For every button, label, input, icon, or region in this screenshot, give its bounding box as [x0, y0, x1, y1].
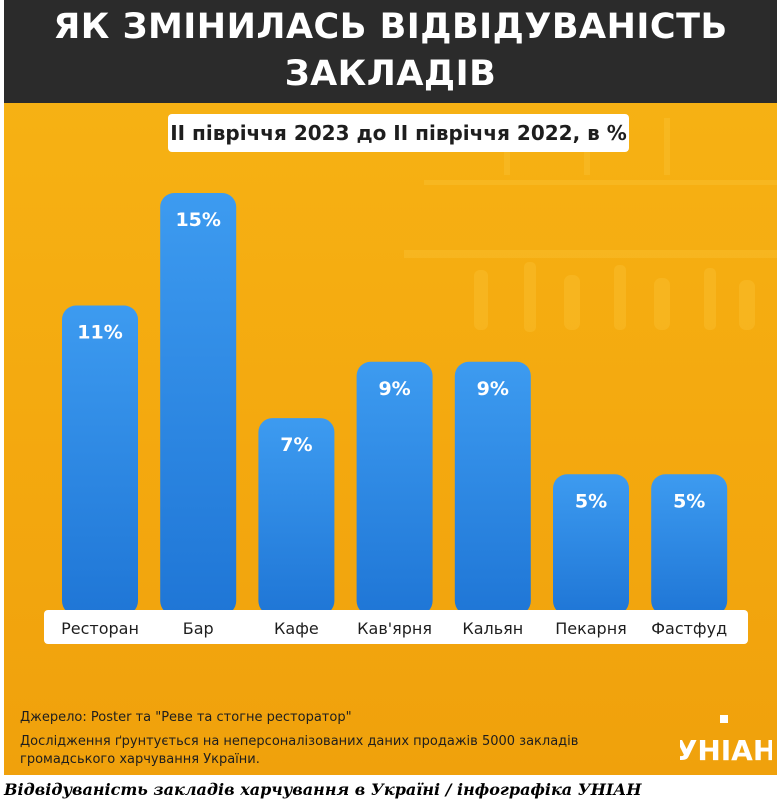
bar-5	[553, 474, 629, 615]
labels-layer: 11% Ресторан 15% Бар 7% Кафе 9% Кав'ярня 9% Калья…	[61, 209, 727, 638]
category-label-4: Кальян	[462, 619, 523, 638]
value-label-0: 11%	[77, 322, 122, 344]
value-label-1: 15%	[175, 209, 220, 231]
bar-1	[160, 193, 237, 615]
category-label-3: Кав'ярня	[357, 619, 432, 638]
bar-4	[454, 361, 531, 615]
category-label-2: Кафе	[274, 619, 319, 638]
source-text: Джерело: Poster та "Реве та стогне ресто…	[20, 710, 352, 725]
category-label-1: Бар	[183, 619, 214, 638]
bar-3	[356, 361, 433, 615]
methodology-note: Дослідження ґрунтується на неперсоналізо…	[20, 734, 579, 767]
title-line-1: ЯК ЗМІНИЛАСЬ ВІДВІДУВАНІСТЬ	[53, 7, 728, 47]
bars-layer	[62, 193, 728, 615]
background-decoration	[404, 118, 777, 332]
value-label-2: 7%	[280, 434, 312, 456]
unian-logo-text: УНІАН	[680, 734, 772, 765]
bar-0	[62, 305, 138, 615]
category-label-0: Ресторан	[61, 619, 139, 638]
value-label-3: 9%	[378, 378, 410, 400]
category-axis-strip	[44, 610, 748, 644]
title-line-2: ЗАКЛАДІВ	[284, 54, 497, 94]
value-label-6: 5%	[673, 490, 705, 512]
bar-chart: 11% Ресторан 15% Бар 7% Кафе 9% Кав'ярня 9% Калья…	[44, 193, 748, 644]
value-label-5: 5%	[575, 490, 607, 512]
bar-2	[258, 418, 335, 615]
infographic: ЯК ЗМІНИЛАСЬ ВІДВІДУВАНІСТЬ ЗАКЛАДІВ II …	[4, 0, 777, 775]
category-label-5: Пекарня	[555, 619, 627, 638]
chart-subtitle: II півріччя 2023 до II півріччя 2022, в …	[168, 114, 629, 152]
value-label-4: 9%	[477, 378, 509, 400]
unian-logo: УНІАН	[680, 715, 772, 765]
page-title: ЯК ЗМІНИЛАСЬ ВІДВІДУВАНІСТЬ ЗАКЛАДІВ	[4, 4, 777, 98]
bar-6	[651, 474, 728, 615]
header-band: ЯК ЗМІНИЛАСЬ ВІДВІДУВАНІСТЬ ЗАКЛАДІВ	[4, 0, 777, 103]
image-caption: Відвідуваність закладів харчування в Укр…	[4, 780, 642, 799]
category-label-6: Фастфуд	[651, 619, 727, 638]
